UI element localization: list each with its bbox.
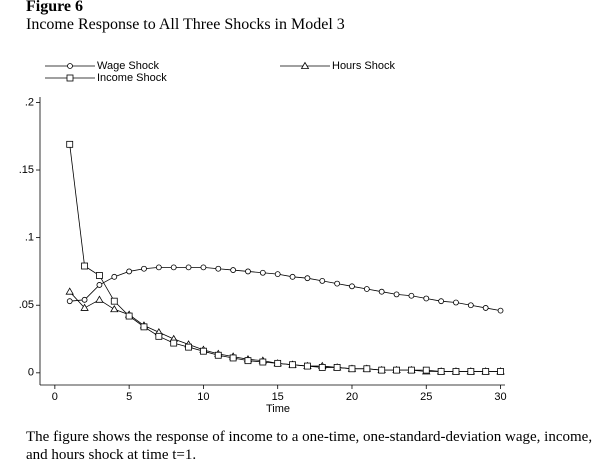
point	[453, 299, 459, 306]
point	[318, 364, 326, 371]
point	[96, 272, 103, 279]
point	[452, 368, 460, 375]
point	[408, 366, 415, 374]
point	[125, 312, 133, 320]
point	[170, 264, 177, 271]
point	[66, 140, 74, 148]
point	[378, 288, 385, 295]
point	[274, 359, 282, 367]
point	[378, 366, 386, 374]
point	[348, 365, 356, 373]
legend-marker	[300, 61, 310, 69]
point	[200, 347, 207, 355]
legend-marker	[66, 74, 74, 82]
caption: The figure shows the response of income …	[26, 429, 593, 463]
point	[304, 275, 311, 282]
point	[155, 264, 162, 271]
y-tick-label: .05	[19, 299, 34, 311]
point	[81, 296, 88, 303]
figure-label: Figure 6	[26, 0, 84, 15]
x-tick-label: 30	[494, 391, 506, 403]
point	[304, 362, 311, 370]
point	[467, 302, 474, 309]
point	[467, 368, 475, 375]
point	[289, 361, 296, 369]
point	[215, 265, 222, 272]
point	[66, 298, 73, 305]
point	[319, 277, 326, 284]
y-tick-label: 0	[28, 367, 34, 379]
x-tick-label: 20	[346, 391, 358, 403]
y-tick-label: .1	[25, 232, 34, 244]
legend-label: Income Shock	[97, 72, 167, 84]
point	[393, 291, 400, 298]
point	[111, 273, 118, 280]
point	[141, 265, 147, 272]
legend-label: Wage Shock	[97, 60, 159, 72]
point	[245, 268, 251, 275]
point	[393, 366, 400, 374]
point	[110, 304, 119, 313]
point	[96, 282, 103, 288]
point	[244, 357, 252, 365]
point	[363, 286, 370, 292]
point	[81, 262, 88, 270]
point	[214, 351, 222, 359]
y-tick-label: .2	[25, 96, 34, 108]
series-line	[69, 144, 501, 372]
point	[422, 366, 430, 374]
series-line	[69, 291, 501, 372]
point	[80, 303, 89, 311]
y-tick-label: .15	[19, 164, 34, 176]
point	[482, 368, 490, 375]
series-line	[69, 266, 501, 312]
point	[126, 268, 133, 275]
point	[259, 358, 267, 366]
point	[438, 298, 445, 305]
point	[497, 368, 504, 375]
point	[259, 269, 266, 276]
legend-marker	[67, 63, 73, 69]
point	[437, 368, 445, 375]
point	[497, 307, 504, 314]
point	[110, 297, 118, 305]
x-tick-label: 25	[420, 391, 432, 403]
point	[230, 267, 237, 273]
point	[185, 343, 192, 351]
x-tick-label: 0	[52, 391, 58, 403]
point	[289, 273, 296, 280]
point	[155, 332, 163, 340]
point	[200, 264, 207, 271]
x-axis-label: Time	[266, 403, 290, 415]
point	[274, 271, 281, 278]
point	[482, 305, 489, 311]
point	[333, 364, 341, 371]
point	[408, 292, 415, 299]
legend-label: Hours Shock	[332, 60, 395, 72]
x-tick-label: 10	[197, 391, 209, 403]
point	[334, 280, 341, 287]
point	[363, 365, 371, 373]
point	[65, 287, 74, 295]
chart: Time 0 .05 .1 .15 .2 0 5 10 15 20 25 30 Wage Shock Ho…	[19, 60, 507, 415]
x-tick-label: 15	[272, 391, 284, 403]
point	[95, 295, 104, 303]
point	[229, 354, 237, 362]
point	[423, 295, 430, 302]
chart-title: Income Response to All Three Shocks in M…	[26, 16, 345, 33]
point	[349, 283, 355, 290]
point	[185, 264, 192, 271]
point	[170, 339, 178, 347]
x-tick-label: 5	[126, 391, 132, 403]
point	[140, 323, 148, 331]
